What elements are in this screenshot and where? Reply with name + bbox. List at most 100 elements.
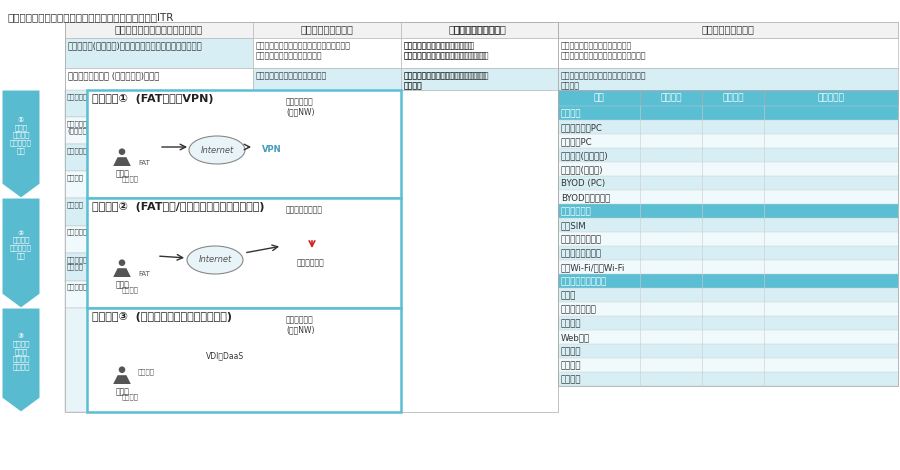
Text: 経費精算: 経費精算 [561,375,581,384]
Text: ネットワーク: ネットワーク [561,207,592,216]
Text: モバイル: モバイル [122,175,139,181]
Polygon shape [113,375,130,384]
Text: リモートで: リモートで [67,93,88,100]
Text: 会社から従: 会社から従 [67,147,88,154]
Polygon shape [113,157,130,166]
Bar [558,246,898,260]
Text: ポータル: ポータル [561,319,581,328]
Bar [253,68,401,90]
Text: 複数経路の
(電話、メー: 複数経路の (電話、メー [67,120,91,134]
Bar [401,38,549,68]
Text: パターン②  (FAT端末/スマホ＋クラウドサービス): パターン② (FAT端末/スマホ＋クラウドサービス) [92,202,265,212]
Bar [558,190,898,204]
Text: ユーザ: ユーザ [116,387,130,396]
Bar [558,260,898,274]
Bar [135,365,153,367]
Text: パターン③  (シンクラ＋仮想デスクトップ): パターン③ (シンクラ＋仮想デスクトップ) [92,312,232,322]
Text: テレワーク環境整備に関わる施策の実施状況　出典：ITR: テレワーク環境整備に関わる施策の実施状況 出典：ITR [8,12,175,22]
Bar [87,90,401,198]
Text: 公衆Wi-Fi/自宅Wi-Fi: 公衆Wi-Fi/自宅Wi-Fi [561,263,626,272]
Bar [401,68,549,90]
Bar [558,90,640,106]
Text: 携帯電話(ガラケー): 携帯電話(ガラケー) [561,151,608,160]
Text: 専用SIM: 専用SIM [561,221,587,230]
Text: 携帯電話(スマホ): 携帯電話(スマホ) [561,165,604,174]
Text: 社内制度を数年前から整備。テレワークデイ
ズに参加して実践訓練を実施。: 社内制度を数年前から整備。テレワークデイ ズに参加して実践訓練を実施。 [256,41,351,61]
Bar [558,162,898,176]
Bar [65,308,87,412]
Text: FAT: FAT [138,271,150,277]
Bar [401,38,558,68]
Text: 全社コミュニケーションツールを用いて
情報発信: 全社コミュニケーションツールを用いて 情報発信 [404,71,490,90]
Text: 詳細・備考: 詳細・備考 [817,93,844,102]
Text: デスクトップPC: デスクトップPC [561,123,603,132]
Text: ユーザ: ユーザ [116,169,130,178]
Bar [640,90,702,106]
Bar [558,38,898,68]
Ellipse shape [189,136,245,164]
Bar [253,22,401,38]
Bar [558,218,898,232]
Text: クラウドサービス: クラウドサービス [286,205,323,214]
Bar [558,232,898,246]
Bar [214,358,242,376]
Bar [65,38,253,68]
Text: 資料共有: 資料共有 [561,347,581,356]
Text: モバイルルーター: モバイルルーター [561,235,602,244]
Text: ユーザ: ユーザ [116,280,130,289]
Bar [65,198,87,226]
Text: 項目: 項目 [594,93,605,102]
Text: テレワーク(在宅勤務)に関わるガイドラインの整備と周知: テレワーク(在宅勤務)に関わるガイドラインの整備と周知 [68,41,202,50]
Bar [558,372,898,386]
Bar [65,253,87,281]
Bar [87,198,401,308]
Bar [558,148,898,162]
Bar [558,274,898,288]
Text: チャットツール: チャットツール [561,305,597,314]
Text: VPN: VPN [262,145,282,154]
Bar [282,311,401,409]
Text: BYOD（スマホ）: BYOD（スマホ） [561,193,610,202]
Bar [764,90,898,106]
Text: ③
今後検討
される
可能性の
ある施策: ③ 今後検討 される 可能性の ある施策 [13,333,30,370]
Text: Internet: Internet [201,146,234,155]
Bar [558,176,898,190]
Bar [65,22,558,412]
Bar [702,90,764,106]
Bar [126,263,134,275]
Bar [558,302,898,316]
Text: 勤怠管理: 勤怠管理 [561,361,581,370]
Bar [135,263,153,265]
Bar [558,344,898,358]
Bar [65,226,87,253]
Bar [65,90,87,117]
Polygon shape [113,268,130,277]
Text: モバイルPC: モバイルPC [561,137,592,146]
Text: 全社コミュニケーションツールを用いて
情報発信: 全社コミュニケーションツールを用いて 情報発信 [404,71,487,90]
Ellipse shape [187,246,243,274]
Text: 従業員の価
換の実施: 従業員の価 換の実施 [67,256,88,270]
Text: ①
企業が
最優先で
取り組んだ
施策: ① 企業が 最優先で 取り組んだ 施策 [10,117,32,154]
Bar [126,152,134,164]
Bar [65,22,253,38]
Polygon shape [2,308,40,412]
Bar [558,106,898,120]
Text: パターン①  (FAT端末＋VPN): パターン① (FAT端末＋VPN) [92,94,213,104]
Text: 営業、開発部門はスムーズに移行
管理系、システム運用は緊急施策を整備: 営業、開発部門はスムーズに移行 管理系、システム運用は緊急施策を整備 [404,41,487,61]
Bar [135,152,153,154]
Text: テレワー: テレワー [67,201,84,208]
Text: 社内システム: 社内システム [297,258,325,267]
Text: テレワーク環境整備に関わる施策: テレワーク環境整備に関わる施策 [115,24,203,34]
Text: コロナ禍の実施状況: コロナ禍の実施状況 [448,24,501,34]
Text: テレワー: テレワー [67,174,84,180]
Text: コロナ前の実施状況: コロナ前の実施状況 [301,24,354,34]
Text: BYOD (PC): BYOD (PC) [561,179,605,188]
Bar [136,255,152,263]
Text: メール: メール [561,291,576,300]
Text: 利用状況: 利用状況 [661,93,682,102]
Text: コロナ禍の実施状況: コロナ禍の実施状況 [453,24,506,34]
Bar [401,22,558,38]
Text: 危機後にも: 危機後にも [67,283,88,290]
Text: Internet: Internet [198,256,231,265]
Bar [558,358,898,372]
